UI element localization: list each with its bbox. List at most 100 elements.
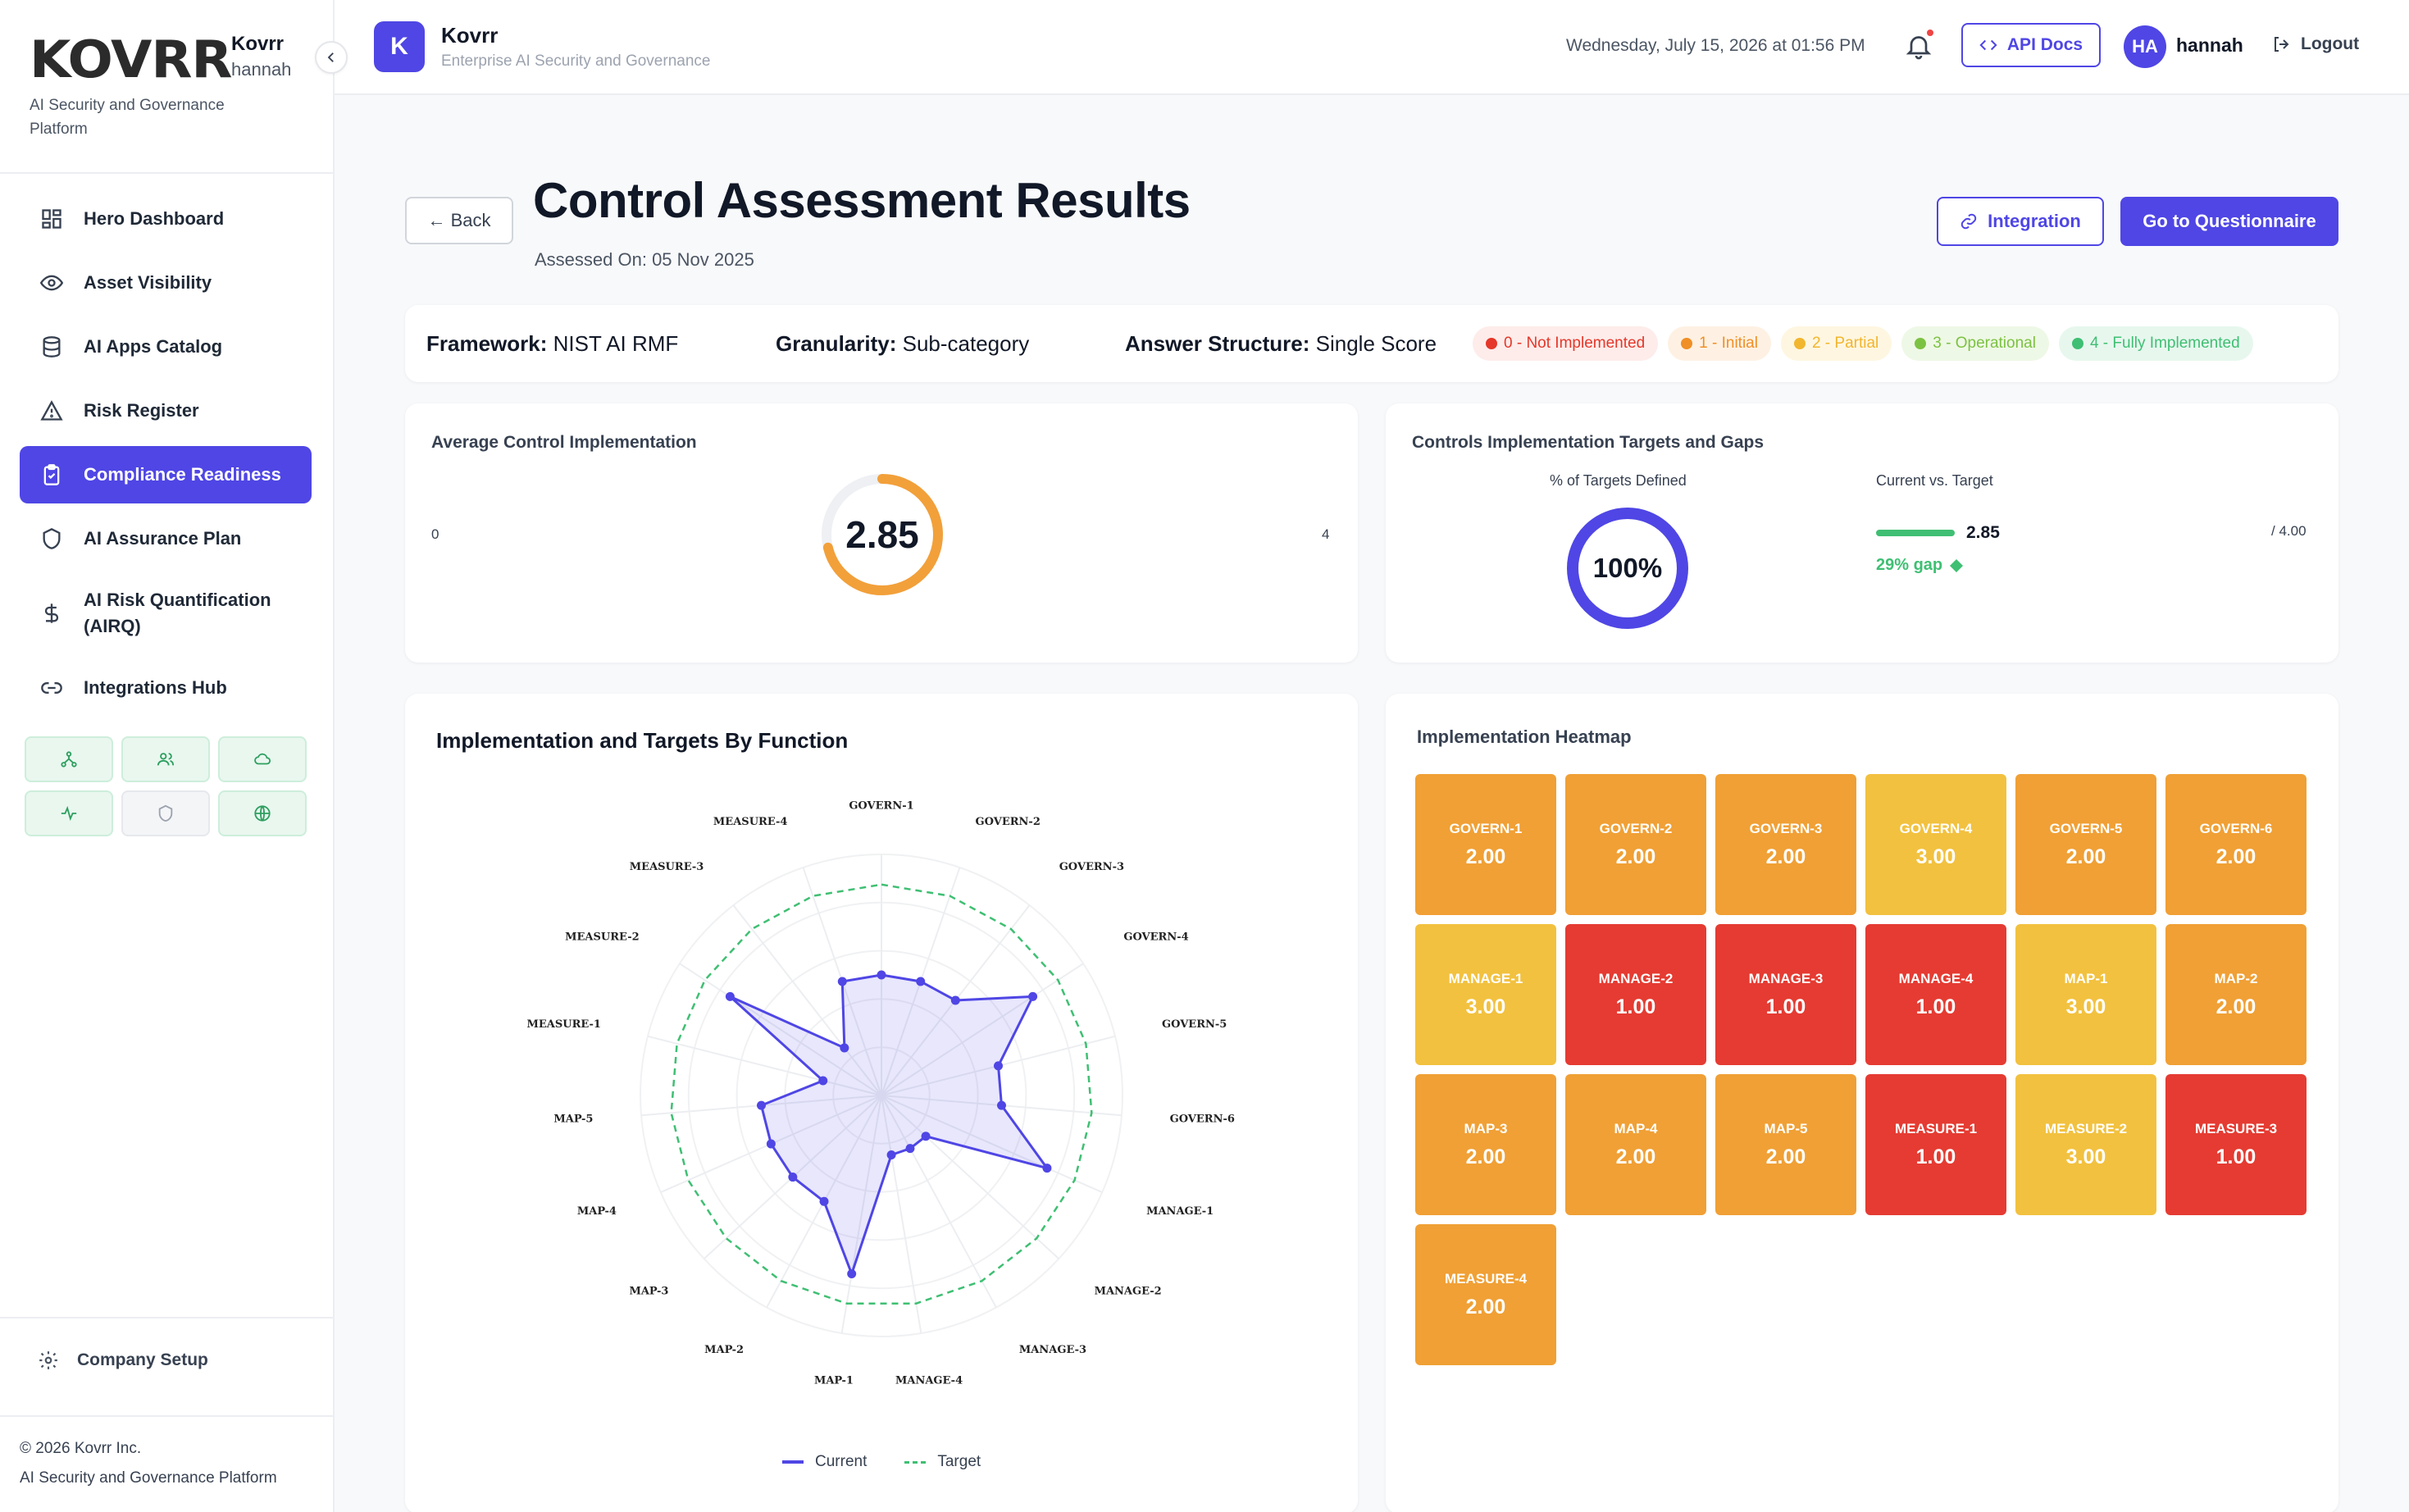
targets-gaps-card: Controls Implementation Targets and Gaps…: [1386, 403, 2338, 663]
quick-activity-button[interactable]: [25, 790, 113, 836]
heatmap-cell[interactable]: GOVERN-2 2.00: [1565, 774, 1706, 915]
quick-globe-button[interactable]: [218, 790, 307, 836]
radar-spoke: [881, 1095, 922, 1334]
radar-point-current: [725, 991, 735, 1001]
heatmap-cell-value: 2.00: [2215, 845, 2256, 868]
shield-icon: [158, 804, 173, 822]
heatmap-cell[interactable]: MANAGE-1 3.00: [1415, 924, 1556, 1065]
logout-button[interactable]: Logout: [2271, 34, 2359, 54]
level-label: 3 - Operational: [1933, 335, 2036, 352]
legend-swatch-current: [782, 1460, 804, 1464]
gauge-value: 2.85: [845, 513, 919, 556]
footer-copyright: © 2026 Kovrr Inc.: [20, 1440, 142, 1457]
sidebar-item-ai-assurance-plan[interactable]: AI Assurance Plan: [20, 510, 312, 567]
radar-spoke: [732, 904, 882, 1096]
back-button[interactable]: ← Back: [405, 197, 513, 244]
quick-network-button[interactable]: [25, 736, 113, 782]
heatmap-cell[interactable]: GOVERN-1 2.00: [1415, 774, 1556, 915]
heatmap-cell[interactable]: GOVERN-5 2.00: [2015, 774, 2156, 915]
sidebar-item-asset-visibility[interactable]: Asset Visibility: [20, 254, 312, 312]
heatmap-cell[interactable]: MAP-2 2.00: [2165, 924, 2307, 1065]
heatmap-cell-value: 1.00: [1915, 1145, 1956, 1168]
sidebar-item-risk-register[interactable]: Risk Register: [20, 382, 312, 439]
radar-axis-label: MEASURE-4: [713, 816, 788, 828]
level-dot: [1486, 338, 1497, 349]
bell-icon[interactable]: [1904, 31, 1933, 61]
integration-button[interactable]: Integration: [1937, 197, 2104, 246]
shield-icon: [39, 526, 64, 551]
activity-icon: [61, 805, 77, 822]
company-setup-link[interactable]: Company Setup: [38, 1350, 208, 1371]
radar-point-current: [818, 1076, 828, 1086]
sidebar-item-integrations-hub[interactable]: Integrations Hub: [20, 659, 312, 717]
app-subtitle: Enterprise AI Security and Governance: [441, 52, 711, 70]
level-dot: [1681, 338, 1693, 349]
sidebar-item-airq[interactable]: AI Risk Quantification (AIRQ): [20, 574, 312, 653]
radar-point-current: [757, 1100, 767, 1110]
radar-point-current: [994, 1061, 1004, 1071]
heatmap-cell[interactable]: MAP-1 3.00: [2015, 924, 2156, 1065]
level-dot: [2071, 338, 2083, 349]
heatmap-cell-value: 3.00: [2065, 1145, 2106, 1168]
heatmap-cell[interactable]: GOVERN-3 2.00: [1715, 774, 1856, 915]
sidebar-item-label: Compliance Readiness: [84, 464, 281, 485]
api-docs-button[interactable]: API Docs: [1961, 23, 2101, 67]
heatmap-cell[interactable]: MAP-4 2.00: [1565, 1074, 1706, 1215]
heatmap-cell[interactable]: MAP-5 2.00: [1715, 1074, 1856, 1215]
level-dot: [1915, 338, 1927, 349]
database-icon: [39, 335, 64, 359]
heatmap-cell[interactable]: MANAGE-2 1.00: [1565, 924, 1706, 1065]
brand-logo[interactable]: KOVRR: [30, 30, 233, 89]
gap-indicator: 29% gap: [1876, 556, 1964, 575]
heatmap-cell[interactable]: GOVERN-4 3.00: [1865, 774, 2006, 915]
heatmap-cell[interactable]: MEASURE-3 1.00: [2165, 1074, 2307, 1215]
sidebar-item-compliance-readiness[interactable]: Compliance Readiness: [20, 446, 312, 503]
radar-axis-label: GOVERN-1: [849, 800, 913, 813]
footer-tagline: AI Security and Governance Platform: [20, 1469, 277, 1487]
link-icon: [1960, 213, 1977, 230]
sidebar-item-label: AI Apps Catalog: [84, 336, 223, 357]
current-score: 2.85: [1966, 523, 2000, 542]
collapse-sidebar-button[interactable]: [315, 41, 348, 74]
heatmap-cell[interactable]: MANAGE-3 1.00: [1715, 924, 1856, 1065]
radar-axis-label: MAP-1: [814, 1374, 854, 1387]
heatmap-cell-name: MAP-2: [2214, 970, 2258, 986]
average-gauge: [822, 474, 943, 595]
radar-point-current: [886, 1150, 896, 1159]
heatmap-cell[interactable]: MAP-3 2.00: [1415, 1074, 1556, 1215]
radar-series-current: [729, 973, 1050, 1277]
heatmap-cell[interactable]: MANAGE-4 1.00: [1865, 924, 2006, 1065]
quick-shield-button[interactable]: [121, 790, 210, 836]
sidebar-item-ai-apps-catalog[interactable]: AI Apps Catalog: [20, 318, 312, 376]
heatmap-cell[interactable]: GOVERN-6 2.00: [2165, 774, 2307, 915]
sidebar-item-hero-dashboard[interactable]: Hero Dashboard: [20, 190, 312, 248]
chevron-left-icon: [327, 52, 334, 62]
quick-cloud-button[interactable]: [218, 736, 307, 782]
quick-users-button[interactable]: [121, 736, 210, 782]
heatmap-cell-name: GOVERN-2: [1599, 820, 1673, 836]
avatar[interactable]: HA: [2124, 25, 2166, 68]
heatmap-cell[interactable]: MEASURE-4 2.00: [1415, 1224, 1556, 1365]
go-to-questionnaire-button[interactable]: Go to Questionnaire: [2120, 197, 2338, 246]
radar-point-current: [916, 977, 926, 986]
radar-axis-label: GOVERN-6: [1170, 1114, 1235, 1126]
heatmap-cell-value: 1.00: [1615, 995, 1656, 1018]
heatmap-cell[interactable]: MEASURE-1 1.00: [1865, 1074, 2006, 1215]
company-setup-label: Company Setup: [77, 1350, 208, 1369]
framework-value: NIST AI RMF: [553, 331, 679, 356]
heatmap-cell-value: 1.00: [1915, 995, 1956, 1018]
heatmap-cell-value: 1.00: [1765, 995, 1806, 1018]
username: hannah: [2176, 34, 2243, 56]
legend-item-current[interactable]: Current: [782, 1453, 867, 1471]
legend-item-target[interactable]: Target: [904, 1453, 981, 1471]
radar-axis-label: MAP-5: [553, 1114, 593, 1126]
globe-icon: [254, 805, 271, 822]
targets-defined-value: 100%: [1592, 553, 1663, 583]
heatmap-cell[interactable]: MEASURE-2 3.00: [2015, 1074, 2156, 1215]
heatmap-cell-name: MANAGE-1: [1448, 970, 1523, 986]
heatmap-cell-value: 2.00: [1465, 1145, 1506, 1168]
heatmap-cell-name: GOVERN-1: [1449, 820, 1523, 836]
radar-point-current: [840, 1043, 849, 1053]
radar-point-current: [921, 1132, 931, 1141]
sidebar-item-label: Integrations Hub: [84, 677, 227, 698]
